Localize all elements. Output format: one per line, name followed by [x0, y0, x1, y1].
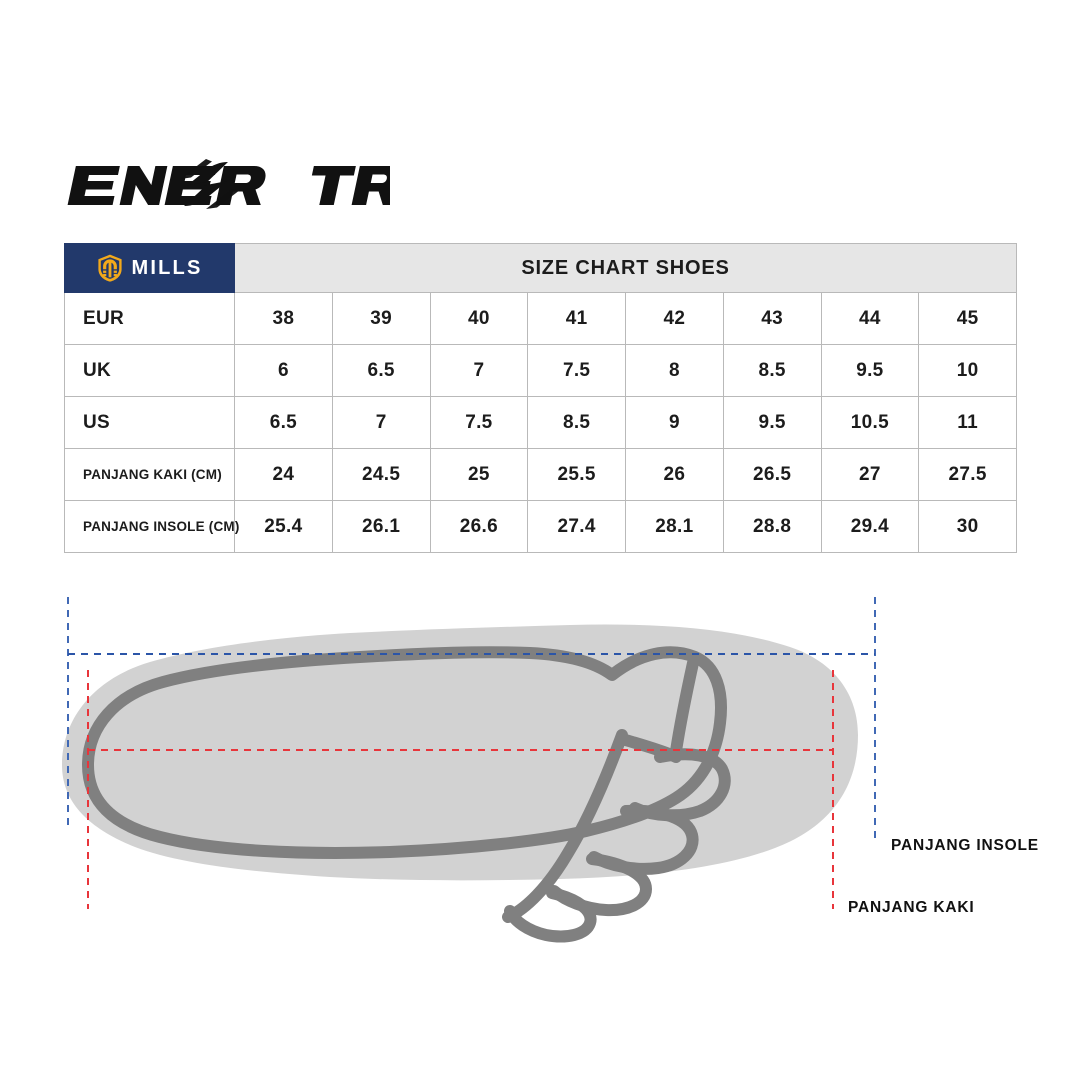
foot-measurement-diagram [0, 575, 1080, 955]
cell-eur-2: 40 [429, 292, 529, 345]
cell-kaki-3: 25.5 [527, 448, 626, 501]
cell-insole-0: 25.4 [234, 500, 333, 553]
logo-text-ener [67, 166, 266, 205]
cell-kaki-1: 24.5 [331, 448, 431, 501]
table-row: EUR 38 39 40 41 42 43 44 45 [64, 292, 1018, 345]
cell-kaki-6: 27 [820, 448, 920, 501]
row-label-us: US [64, 396, 235, 449]
cell-insole-3: 27.4 [527, 500, 626, 553]
cell-us-7: 11 [918, 396, 1018, 449]
table-row: PANJANG KAKI (CM) 24 24.5 25 25.5 26 26.… [64, 448, 1018, 501]
size-chart-body: EUR 38 39 40 41 42 43 44 45 UK 6 6.5 7 7… [64, 292, 1018, 553]
cell-us-2: 7.5 [429, 396, 529, 449]
logo-text-trike [311, 166, 390, 205]
cell-eur-5: 43 [722, 292, 822, 345]
mills-brand-label: MILLS [131, 257, 203, 279]
cell-kaki-7: 27.5 [918, 448, 1018, 501]
cell-eur-1: 39 [331, 292, 431, 345]
foot-diagram-svg [62, 597, 876, 943]
lightning-bolt-s-icon [180, 159, 238, 209]
cell-insole-1: 26.1 [331, 500, 431, 553]
cell-uk-6: 9.5 [820, 344, 920, 397]
cell-insole-5: 28.8 [722, 500, 822, 553]
cell-us-5: 9.5 [722, 396, 822, 449]
table-row: US 6.5 7 7.5 8.5 9 9.5 10.5 11 [64, 396, 1018, 449]
cell-uk-0: 6 [234, 344, 333, 397]
cell-insole-2: 26.6 [429, 500, 529, 553]
enerstrike-logo [60, 156, 390, 212]
table-row: UK 6 6.5 7 7.5 8 8.5 9.5 10 [64, 344, 1018, 397]
table-row: PANJANG INSOLE (CM) 25.4 26.1 26.6 27.4 … [64, 500, 1018, 553]
cell-kaki-4: 26 [625, 448, 724, 501]
table-header-row: MILLS SIZE CHART SHOES [64, 243, 1018, 293]
cell-uk-4: 8 [625, 344, 724, 397]
cell-kaki-5: 26.5 [722, 448, 822, 501]
cell-kaki-0: 24 [234, 448, 333, 501]
cell-eur-0: 38 [234, 292, 333, 345]
row-label-uk: UK [64, 344, 235, 397]
label-panjang-insole: PANJANG INSOLE [891, 837, 1039, 854]
cell-eur-7: 45 [918, 292, 1018, 345]
cell-us-4: 9 [625, 396, 724, 449]
cell-eur-4: 42 [625, 292, 724, 345]
cell-us-6: 10.5 [820, 396, 920, 449]
size-chart-table: MILLS SIZE CHART SHOES EUR 38 39 40 41 4… [64, 243, 1018, 553]
cell-uk-1: 6.5 [331, 344, 431, 397]
row-label-panjang-insole: PANJANG INSOLE (CM) [64, 500, 239, 553]
cell-uk-2: 7 [429, 344, 529, 397]
cell-us-0: 6.5 [234, 396, 333, 449]
row-label-panjang-kaki: PANJANG KAKI (CM) [64, 448, 235, 501]
size-chart-title: SIZE CHART SHOES [233, 243, 1018, 293]
cell-insole-4: 28.1 [625, 500, 724, 553]
cell-kaki-2: 25 [429, 448, 529, 501]
row-label-eur: EUR [64, 292, 235, 345]
cell-uk-7: 10 [918, 344, 1018, 397]
mills-brand-cell: MILLS [64, 243, 235, 293]
cell-uk-5: 8.5 [722, 344, 822, 397]
cell-us-1: 7 [331, 396, 431, 449]
label-panjang-kaki: PANJANG KAKI [848, 899, 975, 916]
cell-insole-6: 29.4 [820, 500, 920, 553]
cell-us-3: 8.5 [527, 396, 626, 449]
cell-uk-3: 7.5 [527, 344, 626, 397]
enerstrike-logo-svg [67, 159, 390, 209]
cell-insole-7: 30 [918, 500, 1018, 553]
cell-eur-6: 44 [820, 292, 920, 345]
foot-outline [82, 646, 731, 943]
cell-eur-3: 41 [527, 292, 626, 345]
spartan-helmet-icon [97, 254, 122, 282]
